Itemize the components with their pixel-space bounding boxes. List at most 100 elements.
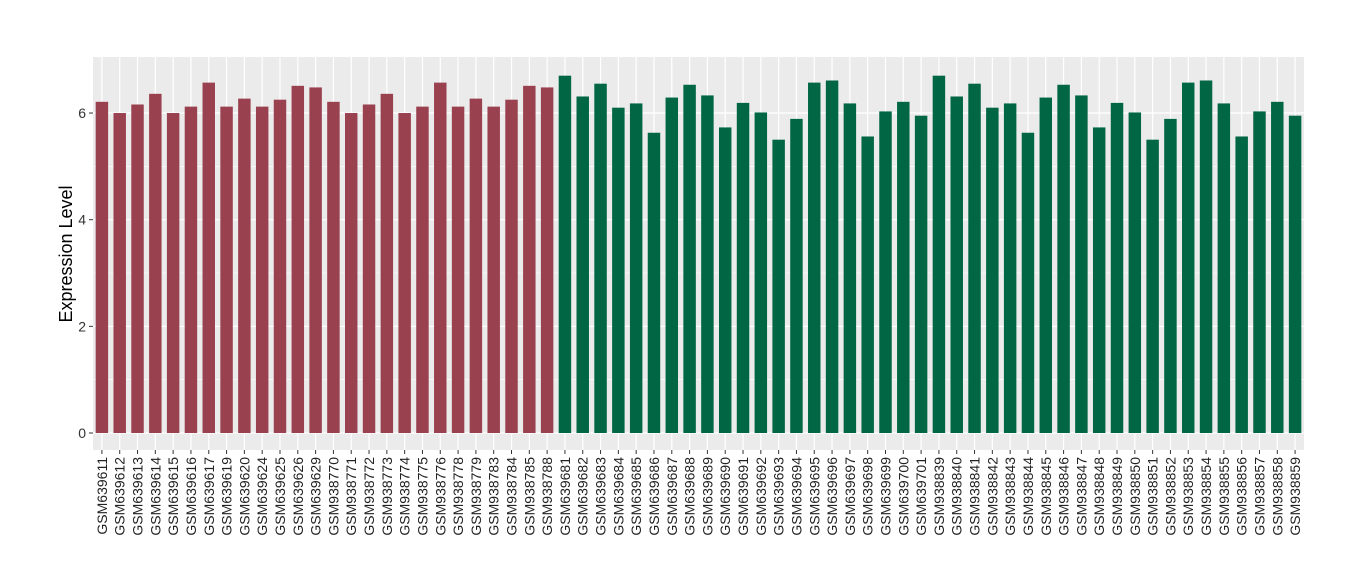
x-tick-label: GSM639686 <box>646 457 662 536</box>
bar-GSM938854 <box>1199 80 1213 433</box>
bar-GSM938845 <box>1039 97 1053 434</box>
x-tick-label: GSM938843 <box>1002 457 1018 536</box>
y-tick-label: 4 <box>78 212 86 228</box>
x-tick-label: GSM938847 <box>1073 457 1089 536</box>
x-tick-label: GSM639619 <box>219 457 235 536</box>
x-tick-label: GSM639612 <box>112 457 128 536</box>
x-axis: GSM639611 GSM639612 GSM639613 GSM639614 GSM6… <box>94 450 1303 536</box>
x-tick-label: GSM938839 <box>931 457 947 536</box>
x-tick-label: GSM938778 <box>450 457 466 536</box>
bar-GSM938849 <box>1110 102 1124 433</box>
bar-GSM639691 <box>736 102 750 433</box>
bar-GSM938771 <box>344 113 358 434</box>
x-tick-label: GSM938855 <box>1216 457 1232 536</box>
x-tick-label: GSM938851 <box>1145 457 1161 536</box>
x-tick-label: GSM938859 <box>1287 457 1303 536</box>
bar-GSM938776 <box>434 82 447 434</box>
x-tick-label: GSM938775 <box>414 457 430 536</box>
x-tick-label: GSM639613 <box>130 457 146 536</box>
x-tick-label: GSM938853 <box>1180 457 1196 536</box>
x-tick-label: GSM639692 <box>753 457 769 536</box>
x-tick-label: GSM639687 <box>664 457 680 536</box>
bar-GSM938774 <box>398 113 411 434</box>
bar-GSM639620 <box>238 98 251 433</box>
bar-GSM938859 <box>1288 115 1302 434</box>
x-tick-label: GSM938852 <box>1162 457 1178 536</box>
x-tick-label: GSM639691 <box>735 457 751 536</box>
y-tick-label: 2 <box>78 318 86 334</box>
x-tick-label: GSM938783 <box>486 457 502 536</box>
x-tick-label: GSM938849 <box>1109 457 1125 536</box>
x-tick-label: GSM938779 <box>468 457 484 536</box>
x-tick-label: GSM639696 <box>824 457 840 536</box>
bar-GSM639625 <box>273 99 287 433</box>
bar-GSM938840 <box>950 96 963 433</box>
bar-GSM639614 <box>149 93 162 433</box>
x-tick-label: GSM639617 <box>201 457 217 536</box>
bar-GSM639699 <box>879 111 892 433</box>
bar-GSM639626 <box>291 85 305 433</box>
x-tick-label: GSM639681 <box>557 457 573 536</box>
x-tick-label: GSM639697 <box>842 457 858 536</box>
bar-GSM639611 <box>95 101 109 433</box>
x-tick-label: GSM938771 <box>343 457 359 536</box>
bar-GSM938772 <box>362 104 376 434</box>
bar-GSM639682 <box>576 96 589 433</box>
bar-GSM938843 <box>1003 103 1017 434</box>
bar-GSM938770 <box>327 101 340 433</box>
x-tick-label: GSM639625 <box>272 457 288 536</box>
bar-GSM938848 <box>1092 127 1106 433</box>
x-tick-label: GSM938842 <box>984 457 1000 536</box>
bar-GSM639616 <box>184 106 198 434</box>
bar-GSM639692 <box>754 112 768 434</box>
y-tick-label: 6 <box>78 105 86 121</box>
x-tick-label: GSM938857 <box>1251 457 1267 536</box>
bar-GSM938853 <box>1182 82 1195 434</box>
x-tick-label: GSM938784 <box>504 457 520 536</box>
x-tick-label: GSM639620 <box>236 457 252 536</box>
x-tick-label: GSM938846 <box>1056 457 1072 536</box>
x-tick-label: GSM639693 <box>771 457 787 536</box>
y-axis: 0 2 4 6 <box>78 105 93 441</box>
x-tick-label: GSM938772 <box>361 457 377 536</box>
x-tick-label: GSM639629 <box>308 457 324 536</box>
x-tick-label: GSM938858 <box>1269 457 1285 536</box>
x-tick-label: GSM639698 <box>860 457 876 536</box>
x-tick-label: GSM639688 <box>682 457 698 536</box>
bar-GSM639695 <box>808 82 821 434</box>
bar-GSM639693 <box>772 139 785 433</box>
bar-GSM938784 <box>505 99 518 433</box>
bar-GSM639612 <box>113 113 126 434</box>
bar-GSM639696 <box>825 80 839 433</box>
bar-GSM639624 <box>255 106 269 434</box>
bar-GSM639617 <box>202 82 215 434</box>
x-tick-label: GSM639685 <box>628 457 644 536</box>
bar-GSM639690 <box>718 127 732 433</box>
bar-GSM938773 <box>380 93 394 433</box>
bar-GSM639686 <box>647 132 661 433</box>
x-tick-label: GSM639616 <box>183 457 199 536</box>
x-tick-label: GSM938844 <box>1020 457 1036 536</box>
x-tick-label: GSM639700 <box>895 457 911 536</box>
x-tick-label: GSM938856 <box>1234 457 1250 536</box>
bar-GSM938846 <box>1057 84 1070 433</box>
x-tick-label: GSM639689 <box>699 457 715 536</box>
x-tick-label: GSM938840 <box>949 457 965 536</box>
x-tick-label: GSM639615 <box>165 457 181 536</box>
bar-GSM938858 <box>1271 101 1284 433</box>
bars <box>95 75 1302 434</box>
x-tick-label: GSM938776 <box>432 457 448 536</box>
bar-GSM938857 <box>1253 111 1266 433</box>
x-tick-label: GSM639683 <box>593 457 609 536</box>
bar-GSM639615 <box>166 113 180 434</box>
x-tick-label: GSM639614 <box>147 457 163 536</box>
x-tick-label: GSM639626 <box>290 457 306 536</box>
x-tick-label: GSM938854 <box>1198 457 1214 536</box>
x-tick-label: GSM639695 <box>806 457 822 536</box>
x-tick-label: GSM938785 <box>521 457 537 536</box>
x-tick-label: GSM639699 <box>877 457 893 536</box>
bar-GSM938851 <box>1146 139 1159 433</box>
bar-GSM639700 <box>897 101 910 433</box>
x-tick-label: GSM938773 <box>379 457 395 536</box>
